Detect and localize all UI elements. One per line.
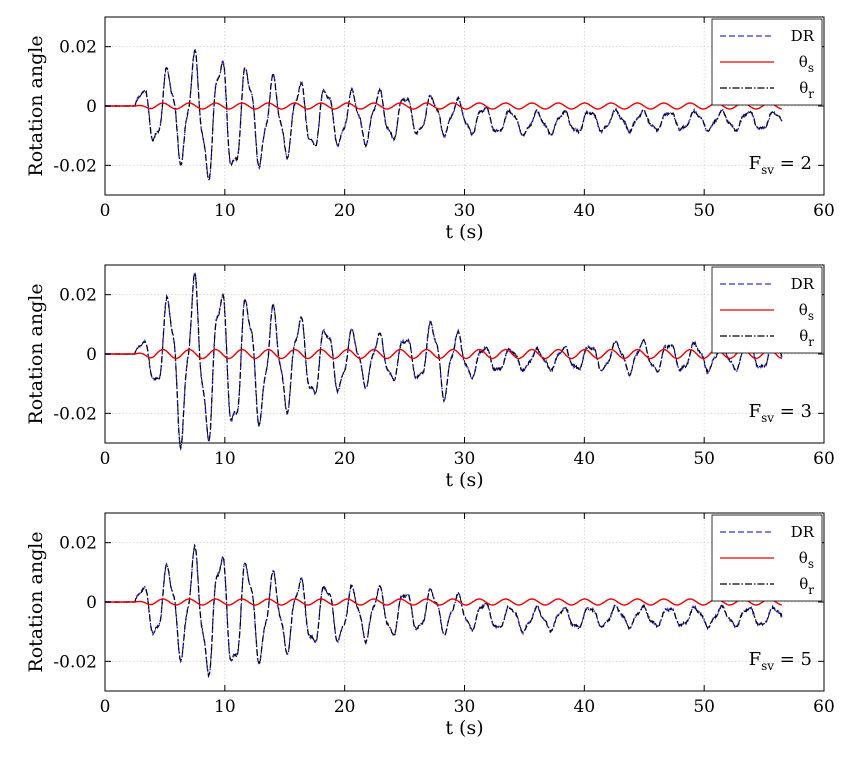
series-line-theta-r: [104, 49, 783, 181]
y-tick-label: 0.02: [59, 534, 97, 554]
fsv-annotation: Fsv = 2: [749, 153, 812, 177]
legend-entry-3-main: θ: [799, 327, 808, 345]
y-tick-label: -0.02: [53, 156, 97, 176]
x-tick-label: 60: [813, 697, 835, 717]
y-axis-label: Rotation angle: [25, 531, 47, 672]
y-tick-label: 0: [86, 593, 97, 613]
x-tick-label: 30: [454, 697, 476, 717]
x-tick-label: 60: [813, 449, 835, 469]
legend-entry-1: DR: [791, 27, 815, 45]
legend-entry-3-main: θ: [799, 79, 808, 97]
fsv-annotation-rest: = 2: [774, 153, 812, 174]
series-line-theta-r: [104, 543, 783, 678]
legend-entry-2-sub: s: [808, 557, 814, 571]
x-tick-label: 30: [454, 201, 476, 221]
legend-entry-2-sub: s: [808, 309, 814, 323]
y-tick-label: 0: [86, 345, 97, 365]
grid: [105, 513, 824, 691]
x-tick-label: 0: [100, 449, 111, 469]
legend-entry-2-main: θ: [799, 549, 808, 567]
x-axis-label: t (s): [445, 469, 483, 491]
x-tick-label: 0: [100, 697, 111, 717]
x-tick-label: 50: [693, 697, 715, 717]
y-tick-label: 0.02: [59, 286, 97, 306]
legend-entry-1: DR: [791, 523, 815, 541]
legend-entry-3: θr: [799, 575, 814, 597]
series-line-theta-s: [105, 348, 782, 360]
x-tick-label: 30: [454, 449, 476, 469]
y-tick-label: 0.02: [59, 38, 97, 58]
legend-entry-1: DR: [791, 275, 815, 293]
legend-entry-2-main: θ: [799, 53, 808, 71]
subplot-2: 0 10 20 30 40 50 60 0.02 0 -0.02 t (s) Rotation ang…: [25, 264, 835, 491]
x-tick-label: 50: [693, 201, 715, 221]
legend-entry-1-main: DR: [791, 27, 815, 45]
subplot-1: 0 10 20 30 40 50 60 0.02 0 -0.02 t (s) Rotation ang…: [25, 16, 835, 243]
x-axis-label: t (s): [445, 717, 483, 739]
legend-entry-3-sub: r: [808, 87, 814, 101]
legend-entry-3-sub: r: [808, 583, 814, 597]
series-line-theta-s: [105, 598, 782, 606]
legend-entry-2-main: θ: [799, 301, 808, 319]
legend-entry-3: θr: [799, 327, 814, 349]
y-axis-label: Rotation angle: [25, 283, 47, 424]
series-line-theta-r: [104, 271, 783, 450]
y-axis-label: Rotation angle: [25, 35, 47, 176]
series-line-theta-s: [105, 102, 782, 110]
x-tick-label: 0: [100, 201, 111, 221]
fsv-annotation-main: F: [749, 153, 762, 174]
x-tick-label: 40: [574, 697, 596, 717]
x-axis-label: t (s): [445, 221, 483, 243]
legend-entry-2-sub: s: [808, 61, 814, 75]
y-tick-label: 0: [86, 97, 97, 117]
grid: [105, 265, 824, 443]
fsv-annotation: Fsv = 5: [749, 649, 812, 673]
legend-entry-1-main: DR: [791, 523, 815, 541]
x-tick-label: 20: [334, 201, 356, 221]
legend-entry-3-main: θ: [799, 575, 808, 593]
fsv-annotation-sub: sv: [761, 163, 774, 177]
legend-entry-3: θr: [799, 79, 814, 101]
y-tick-label: -0.02: [53, 404, 97, 424]
subplot-3: 0 10 20 30 40 50 60 0.02 0 -0.02 t (s) Rotation ang…: [25, 512, 835, 739]
fsv-annotation-rest: = 5: [774, 649, 812, 670]
fsv-annotation-main: F: [749, 401, 762, 422]
fsv-annotation-rest: = 3: [774, 401, 812, 422]
x-tick-label: 20: [334, 449, 356, 469]
x-tick-label: 10: [214, 697, 236, 717]
legend-entry-2: θs: [799, 301, 814, 323]
x-tick-label: 40: [574, 201, 596, 221]
x-tick-label: 10: [214, 201, 236, 221]
x-tick-label: 50: [693, 449, 715, 469]
x-tick-label: 60: [813, 201, 835, 221]
legend-entry-1-main: DR: [791, 275, 815, 293]
y-tick-label: -0.02: [53, 652, 97, 672]
legend-entry-3-sub: r: [808, 335, 814, 349]
x-tick-label: 20: [334, 697, 356, 717]
fsv-annotation: Fsv = 3: [749, 401, 812, 425]
legend-entry-2: θs: [799, 53, 814, 75]
fsv-annotation-main: F: [749, 649, 762, 670]
fsv-annotation-sub: sv: [761, 659, 774, 673]
x-tick-label: 10: [214, 449, 236, 469]
legend-entry-2: θs: [799, 549, 814, 571]
x-tick-label: 40: [574, 449, 596, 469]
grid: [105, 17, 824, 195]
fsv-annotation-sub: sv: [761, 411, 774, 425]
